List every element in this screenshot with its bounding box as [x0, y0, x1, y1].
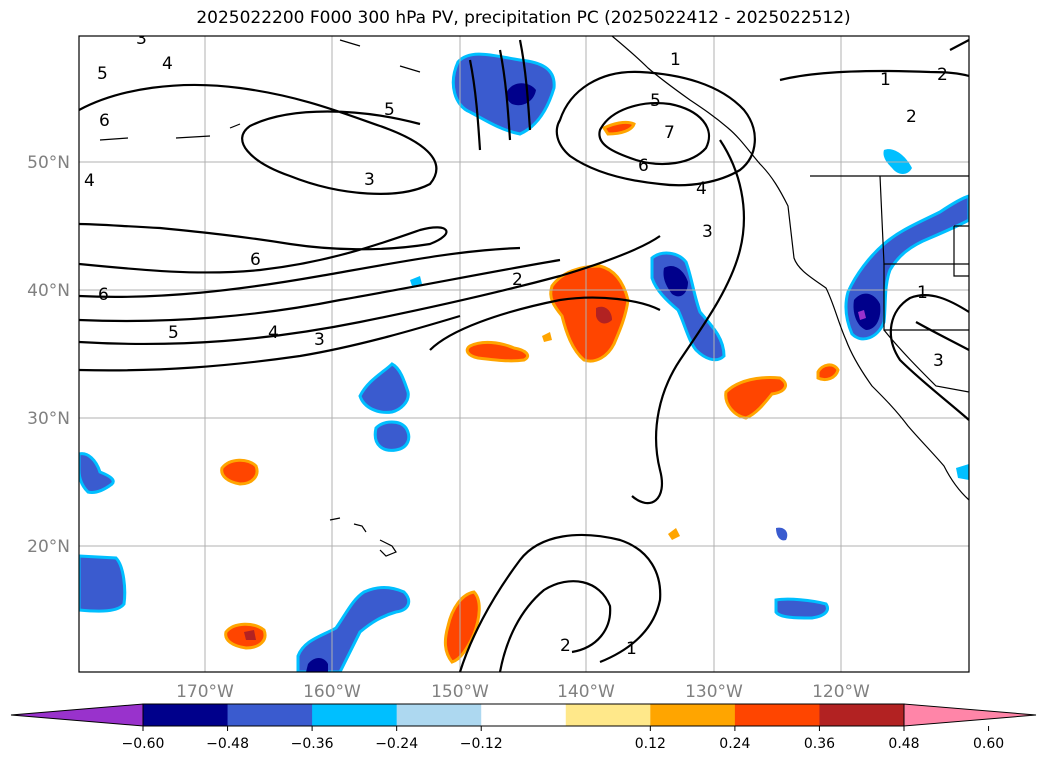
contour-label: 2 [560, 636, 571, 656]
colorbar-tick-label: −0.48 [206, 736, 249, 752]
lon-label: 130°W [685, 682, 743, 702]
lat-label: 30°N [27, 409, 70, 429]
colorbar-tick-label: −0.36 [291, 736, 334, 752]
pv-contours [79, 39, 969, 672]
lat-label: 20°N [27, 537, 70, 557]
precip-light-negative [410, 276, 422, 286]
longitude-labels: 170°W 160°W 150°W 140°W 130°W 120°W [176, 682, 870, 702]
colorbar-bin [734, 704, 820, 726]
lon-label: 170°W [176, 682, 234, 702]
precip-negative-area [79, 554, 127, 613]
gridlines [79, 36, 969, 672]
precip-strong-positive [244, 630, 256, 640]
contour-label: 1 [917, 283, 928, 303]
colorbar-bin [143, 704, 229, 726]
contour-label: 1 [626, 639, 637, 659]
contour-label: 4 [696, 179, 707, 199]
colorbar-bin [819, 704, 905, 726]
lon-label: 140°W [557, 682, 615, 702]
precip-strong-negative [853, 293, 881, 330]
precip-negative-area [774, 597, 829, 620]
colorbar-tick-label: 0.36 [804, 736, 835, 752]
precip-positive-area [724, 376, 788, 420]
colorbar-bin [481, 704, 567, 726]
map-frame [78, 35, 970, 673]
precip-positive-area [465, 340, 530, 363]
contour-label: 2 [512, 270, 523, 290]
colorbar-tick-label: −0.12 [460, 736, 503, 752]
colorbar-tick-label: 0.48 [888, 736, 919, 752]
colorbar-tick-label: 0.60 [973, 736, 1004, 752]
lat-label: 50°N [27, 153, 70, 173]
contour-label: 1 [880, 70, 891, 90]
colorbar-bin [650, 704, 736, 726]
contour-label: 2 [937, 65, 948, 85]
precipitation-shading [79, 52, 969, 672]
precip-positive-area [220, 458, 259, 486]
colorbar-tick-label: −0.60 [122, 736, 165, 752]
precip-negative-area [296, 586, 411, 672]
contour-label: 7 [664, 123, 675, 143]
colorbar-bin [396, 704, 482, 726]
contour-label: 4 [84, 171, 95, 191]
contour-label: 6 [250, 250, 261, 270]
precip-positive-area [601, 120, 636, 136]
colorbar: −0.60 −0.48 −0.36 −0.24 −0.12 0.12 0.24 0.36 0.4… [10, 703, 1037, 752]
precip-weak-positive [542, 332, 552, 342]
lon-label: 150°W [431, 682, 489, 702]
colorbar-tick-label: 0.24 [719, 736, 750, 752]
colorbar-extend-low [10, 703, 144, 727]
contour-label: 3 [136, 29, 147, 49]
contour-label: 5 [168, 323, 179, 343]
lon-label: 120°W [812, 682, 870, 702]
contour-labels: 3 4 5 6 4 3 5 6 1 2 5 7 6 4 3 6 2 5 4 3 [84, 29, 948, 659]
contour-label: 6 [98, 285, 109, 305]
precip-light-negative [776, 527, 788, 541]
contour-label: 6 [638, 156, 649, 176]
precip-strong-negative [306, 658, 328, 672]
colorbar-frame [142, 703, 905, 727]
contour-label: 2 [906, 107, 917, 127]
precip-strong-positive [596, 306, 612, 324]
contour-label: 3 [364, 170, 375, 190]
contour-label: 3 [314, 330, 325, 350]
colorbar-bin [312, 704, 398, 726]
precip-negative-area [373, 420, 411, 452]
precip-negative-area [79, 452, 115, 494]
map-title: 2025022200 F000 300 hPa PV, precipitatio… [196, 8, 851, 28]
contour-label: 5 [97, 64, 108, 84]
contour-label: 3 [702, 222, 713, 242]
coastlines [99, 36, 969, 557]
contour-label: 1 [670, 50, 681, 70]
contour-label: 3 [933, 351, 944, 371]
precip-strong-negative [663, 265, 688, 297]
precip-weak-positive [668, 528, 680, 540]
map-panel: 3 4 5 6 4 3 5 6 1 2 5 7 6 4 3 6 2 5 4 3 [27, 29, 970, 702]
colorbar-bin [565, 704, 651, 726]
contour-label: 4 [268, 323, 279, 343]
lat-label: 40°N [27, 281, 70, 301]
precip-extreme-negative [858, 310, 866, 320]
contour-label: 4 [162, 54, 173, 74]
lon-label: 160°W [303, 682, 361, 702]
colorbar-extend-high [903, 703, 1037, 727]
latitude-labels: 50°N 40°N 30°N 20°N [27, 153, 70, 557]
contour-label: 6 [99, 111, 110, 131]
precip-positive-area [816, 363, 840, 382]
contour-label: 5 [650, 91, 661, 111]
precip-negative-area [358, 362, 410, 414]
precip-light-negative [956, 464, 969, 480]
contour-label: 5 [384, 100, 395, 120]
colorbar-tick-label: 0.12 [635, 736, 666, 752]
colorbar-bin [227, 704, 313, 726]
colorbar-tick-label: −0.24 [375, 736, 418, 752]
